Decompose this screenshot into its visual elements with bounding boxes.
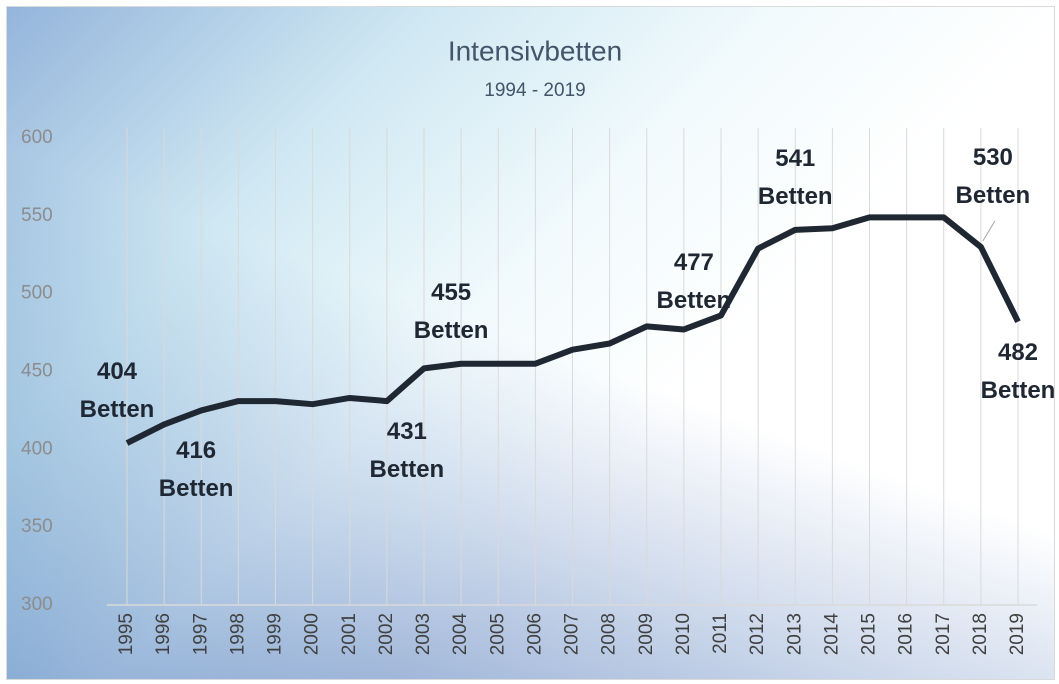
data-label: 404 Betten <box>79 358 155 424</box>
x-tick-label: 2010 <box>673 613 694 655</box>
y-tick-label: 350 <box>21 516 53 537</box>
chart-title: Intensivbetten <box>448 35 622 66</box>
x-tick-label: 2000 <box>302 613 323 655</box>
y-tick-label: 500 <box>21 283 53 304</box>
x-tick-label: 2007 <box>562 613 583 655</box>
data-label: 482 Betten <box>980 338 1055 404</box>
x-tick-label: 2014 <box>821 613 842 656</box>
data-label: 477 Betten <box>656 249 732 315</box>
x-tick-label: 2002 <box>376 613 397 655</box>
x-tick-label: 2013 <box>784 613 805 655</box>
x-tick-label: 1996 <box>153 613 174 655</box>
x-tick-label: 2004 <box>450 613 471 656</box>
x-tick-label: 2011 <box>710 613 731 654</box>
y-tick-label: 550 <box>21 205 53 226</box>
x-tick-label: 2012 <box>747 613 768 655</box>
leader-line <box>982 220 996 242</box>
x-tick-label: 1995 <box>116 613 137 655</box>
data-label: 530 Betten <box>955 143 1031 209</box>
x-tick-label: 2006 <box>524 613 545 655</box>
data-label: 431 Betten <box>369 418 445 484</box>
x-tick-label: 2005 <box>487 613 508 655</box>
y-tick-label: 450 <box>21 361 53 382</box>
y-tick-label: 600 <box>21 127 53 148</box>
data-label: 416 Betten <box>158 437 234 503</box>
x-tick-label: 2017 <box>933 613 954 655</box>
x-tick-label: 1999 <box>265 613 286 655</box>
x-tick-label: 2015 <box>859 613 880 655</box>
x-tick-label: 2016 <box>896 613 917 655</box>
data-label: 455 Betten <box>413 278 489 344</box>
x-tick-label: 2008 <box>599 613 620 655</box>
x-tick-label: 1997 <box>190 613 211 655</box>
x-tick-label: 2001 <box>339 613 360 655</box>
x-tick-label: 2018 <box>970 613 991 655</box>
data-label: 541 Betten <box>757 144 833 210</box>
chart-area: Intensivbetten 1994 - 2019 300 350 400 450 5… <box>6 6 1055 680</box>
chart: Intensivbetten 1994 - 2019 300 350 400 450 5… <box>21 35 1037 656</box>
x-tick-label: 2003 <box>413 613 434 655</box>
y-tick-label: 400 <box>21 438 53 459</box>
line <box>125 214 1021 446</box>
y-tick-label: 300 <box>21 594 53 615</box>
chart-subtitle: 1994 - 2019 <box>484 80 585 101</box>
x-tick-label: 2009 <box>636 613 657 655</box>
x-tick-label: 2019 <box>1007 613 1028 655</box>
x-tick-label: 1998 <box>227 613 248 655</box>
